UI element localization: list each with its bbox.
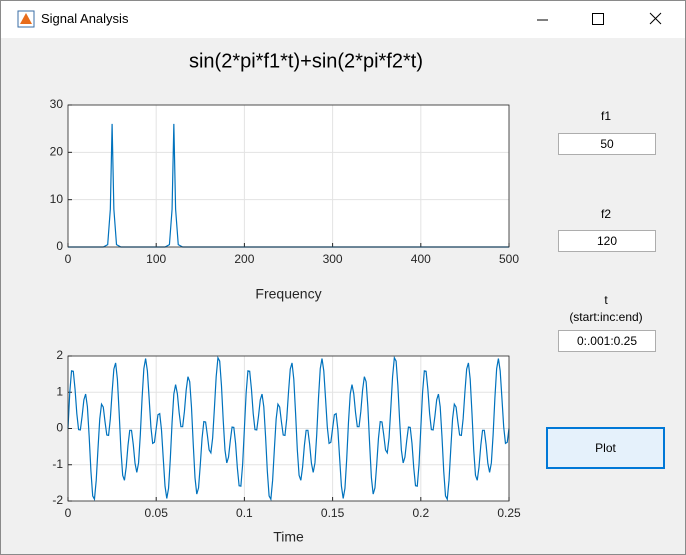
- x-tick-label: 200: [234, 252, 254, 266]
- maximize-button[interactable]: [592, 13, 604, 25]
- plot-area: [68, 105, 509, 247]
- y-tick-label: 0: [56, 239, 63, 253]
- x-tick-label: 0: [65, 252, 72, 266]
- t-input[interactable]: 0:.001:0.25: [558, 330, 656, 352]
- t-label: t: [604, 293, 608, 307]
- x-tick-label: 0.1: [236, 506, 253, 520]
- y-tick-label: 0: [56, 421, 63, 435]
- x-tick-label: 0.2: [412, 506, 429, 520]
- x-tick-label: 400: [411, 252, 431, 266]
- title-bar: Signal Analysis: [1, 1, 685, 38]
- f1-label: f1: [600, 109, 611, 123]
- x-tick-label: 300: [323, 252, 343, 266]
- x-tick-label: 100: [146, 252, 166, 266]
- x-tick-label: 0: [65, 506, 72, 520]
- x-tick-label: 0.05: [145, 506, 169, 520]
- y-tick-label: 30: [50, 97, 64, 111]
- y-tick-label: 1: [56, 384, 63, 398]
- y-tick-label: -1: [52, 457, 63, 471]
- signal-line: [67, 355, 510, 502]
- app-icon-shape: [20, 13, 32, 24]
- y-tick-label: 20: [50, 145, 64, 159]
- x-tick-label: 0.15: [321, 506, 345, 520]
- window-title: Signal Analysis: [41, 11, 129, 26]
- t-hint: (start:inc:end): [569, 310, 643, 324]
- axes-box: [67, 104, 510, 248]
- heading: sin(2*pi*f1*t)+sin(2*pi*f2*t): [189, 50, 423, 72]
- close-button[interactable]: [649, 12, 662, 25]
- title-bar-graphics: [17, 10, 662, 28]
- y-tick-label: 2: [56, 348, 63, 362]
- x-tick-label: 0.25: [497, 506, 521, 520]
- plot-button[interactable]: Plot: [546, 427, 665, 469]
- x-axis-label: Frequency: [255, 286, 321, 302]
- x-axis-label: Time: [273, 529, 304, 545]
- y-tick-label: -2: [52, 493, 63, 507]
- f1-input[interactable]: 50: [558, 133, 656, 155]
- y-tick-label: 10: [50, 192, 64, 206]
- f2-input[interactable]: 120: [558, 230, 656, 252]
- x-tick-label: 500: [499, 252, 519, 266]
- f2-label: f2: [600, 207, 611, 221]
- axes-box: [67, 355, 510, 502]
